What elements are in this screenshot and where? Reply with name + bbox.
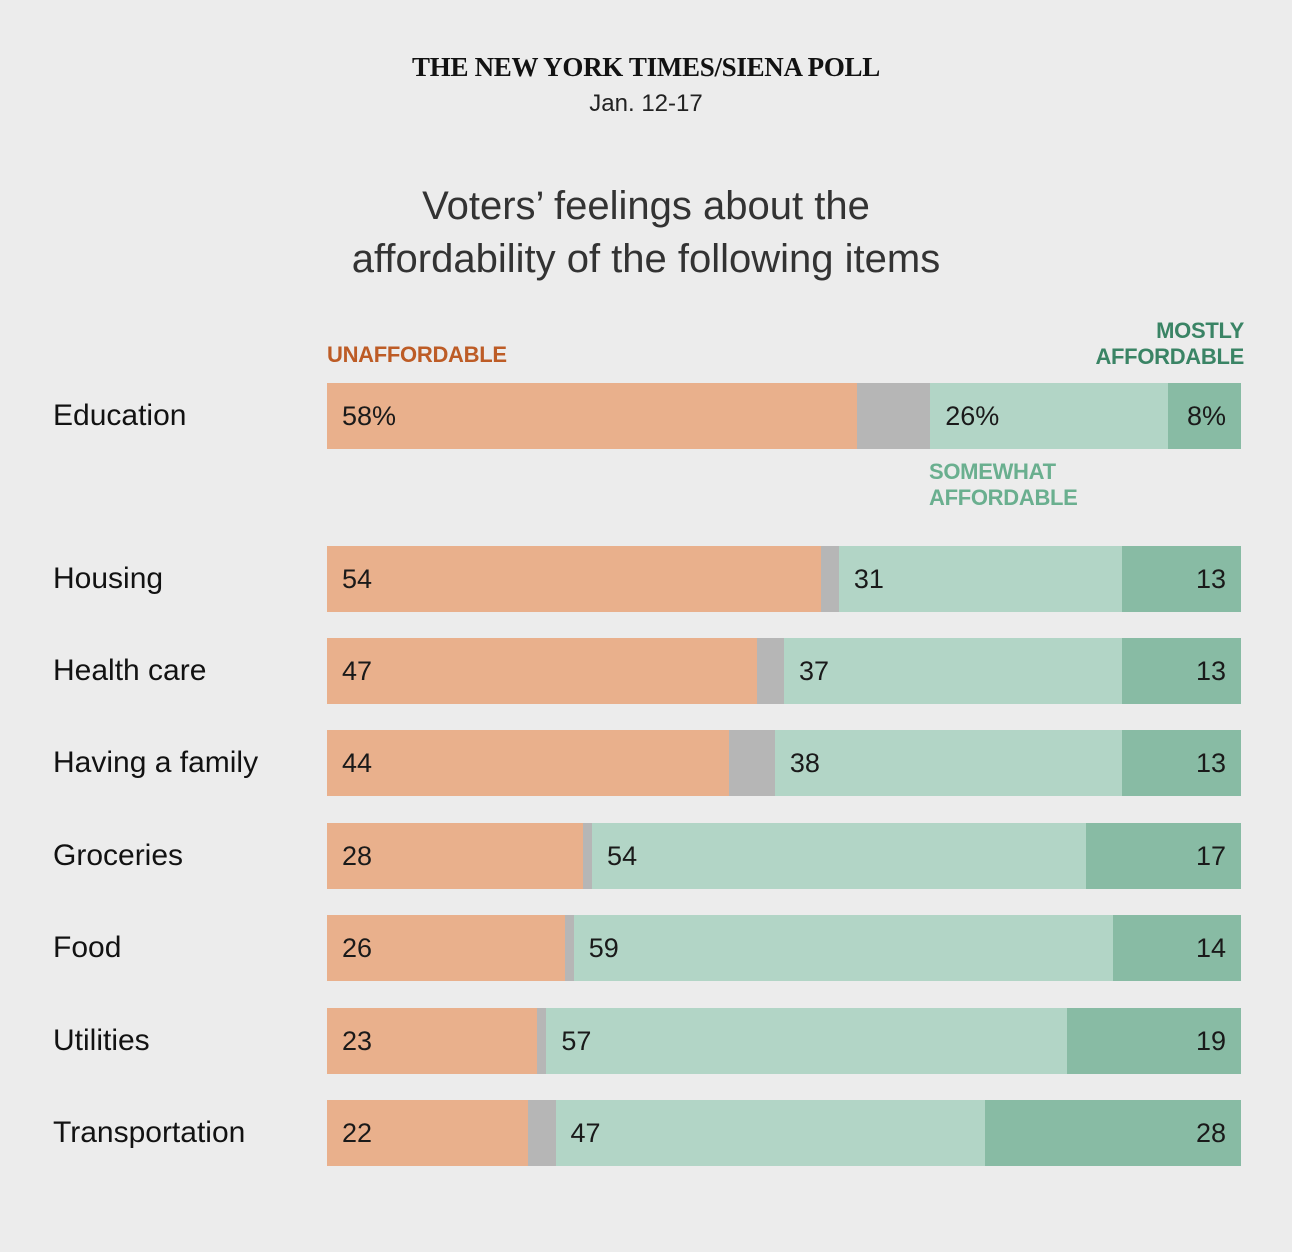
bar-segment-mostly-affordable xyxy=(1122,546,1242,612)
bar-segment-somewhat-affordable xyxy=(930,383,1169,449)
data-label-mostly-affordable: 8% xyxy=(1186,401,1226,431)
bar-segment-unaffordable xyxy=(327,1100,529,1166)
bar-row: 54 31 13 xyxy=(327,546,1242,612)
legend-mostly-line-2: AFFORDABLE xyxy=(1095,344,1244,369)
data-label-somewhat-affordable: 54 xyxy=(607,841,638,871)
data-label-somewhat-affordable: 31 xyxy=(853,564,884,594)
data-label-unaffordable: 26 xyxy=(342,933,373,963)
data-label-somewhat-affordable: 37 xyxy=(799,656,830,686)
data-label-mostly-affordable: 19 xyxy=(1195,1026,1226,1056)
bar-row: 28 54 17 xyxy=(327,823,1242,889)
bar-segment-other xyxy=(729,730,776,796)
bar-segment-other xyxy=(857,383,931,449)
bar-segment-mostly-affordable xyxy=(1113,915,1242,981)
bar-segment-other xyxy=(537,1008,547,1074)
chart-title-line-1: Voters’ feelings about the xyxy=(422,184,870,228)
bar-segment-mostly-affordable xyxy=(1085,823,1242,889)
data-label-mostly-affordable: 13 xyxy=(1195,564,1226,594)
legend-unaffordable: UNAFFORDABLE xyxy=(327,342,507,367)
data-label-mostly-affordable: 14 xyxy=(1195,933,1226,963)
bar-segment-somewhat-affordable xyxy=(546,1008,1068,1074)
bar-segment-somewhat-affordable xyxy=(774,730,1123,796)
bar-row: 44 38 13 xyxy=(327,730,1242,796)
bar-row: 26 59 14 xyxy=(327,915,1242,981)
data-label-somewhat-affordable: 26% xyxy=(945,401,1000,431)
data-label-unaffordable: 44 xyxy=(342,748,373,778)
row-label: Health care xyxy=(53,654,207,687)
legend-somewhat-affordable: SOMEWHAT AFFORDABLE xyxy=(929,459,1078,511)
bar-segment-somewhat-affordable xyxy=(784,638,1123,704)
row-label: Groceries xyxy=(53,839,184,872)
data-label-unaffordable: 28 xyxy=(342,841,373,871)
bar-segment-somewhat-affordable xyxy=(838,546,1123,612)
legend-somewhat-line-1: SOMEWHAT xyxy=(929,459,1056,484)
data-label-somewhat-affordable: 47 xyxy=(570,1118,601,1148)
bar-segment-mostly-affordable xyxy=(1122,730,1242,796)
data-label-somewhat-affordable: 59 xyxy=(588,933,619,963)
legend-mostly-line-1: MOSTLY xyxy=(1156,318,1244,343)
bar-row: 58% 26% 8% xyxy=(327,383,1242,449)
row-label: Transportation xyxy=(53,1116,246,1149)
source-label: THE NEW YORK TIMES/SIENA POLL xyxy=(412,52,880,82)
bar-segment-unaffordable xyxy=(327,823,584,889)
row-label: Having a family xyxy=(53,746,259,779)
data-label-unaffordable: 47 xyxy=(342,656,373,686)
bar-segment-somewhat-affordable xyxy=(573,915,1114,981)
row-label: Utilities xyxy=(53,1024,150,1057)
bar-row: 22 47 28 xyxy=(327,1100,1242,1166)
row-label: Food xyxy=(53,931,122,964)
bar-segment-unaffordable xyxy=(327,546,822,612)
legend-somewhat-line-2: AFFORDABLE xyxy=(929,485,1078,510)
bar-row: 47 37 13 xyxy=(327,638,1242,704)
bar-segment-mostly-affordable xyxy=(1067,1008,1242,1074)
bar-segment-unaffordable xyxy=(327,638,758,704)
bar-segment-mostly-affordable xyxy=(1122,638,1242,704)
row-label: Education xyxy=(53,399,187,432)
bar-segment-unaffordable xyxy=(327,730,730,796)
poll-dates: Jan. 12-17 xyxy=(589,90,703,117)
bar-segment-other xyxy=(528,1100,556,1166)
data-label-somewhat-affordable: 38 xyxy=(789,748,820,778)
chart-title-line-2: affordability of the following items xyxy=(351,237,941,281)
data-label-mostly-affordable: 13 xyxy=(1195,748,1226,778)
data-label-somewhat-affordable: 57 xyxy=(561,1026,592,1056)
bar-segment-unaffordable xyxy=(327,1008,538,1074)
data-label-unaffordable: 58% xyxy=(342,401,397,431)
data-label-unaffordable: 23 xyxy=(342,1026,373,1056)
data-label-mostly-affordable: 17 xyxy=(1195,841,1226,871)
bar-segment-somewhat-affordable xyxy=(592,823,1087,889)
bar-segment-unaffordable xyxy=(327,915,566,981)
row-label: Housing xyxy=(53,562,164,595)
bar-segment-other xyxy=(820,546,840,612)
bar-segment-unaffordable xyxy=(327,383,858,449)
data-label-mostly-affordable: 28 xyxy=(1195,1118,1226,1148)
data-label-unaffordable: 22 xyxy=(342,1118,373,1148)
bar-segment-other xyxy=(756,638,785,704)
data-label-mostly-affordable: 13 xyxy=(1195,656,1226,686)
bar-segment-somewhat-affordable xyxy=(555,1100,986,1166)
chart-title: Voters’ feelings about the affordability… xyxy=(0,180,1292,286)
data-label-unaffordable: 54 xyxy=(342,564,373,594)
bar-segment-other xyxy=(564,915,575,981)
bar-segment-mostly-affordable xyxy=(985,1100,1242,1166)
bar-segment-other xyxy=(582,823,593,889)
legend-mostly-affordable: MOSTLY AFFORDABLE xyxy=(1095,318,1244,370)
bar-row: 23 57 19 xyxy=(327,1008,1242,1074)
bar-segment-mostly-affordable xyxy=(1167,383,1242,449)
